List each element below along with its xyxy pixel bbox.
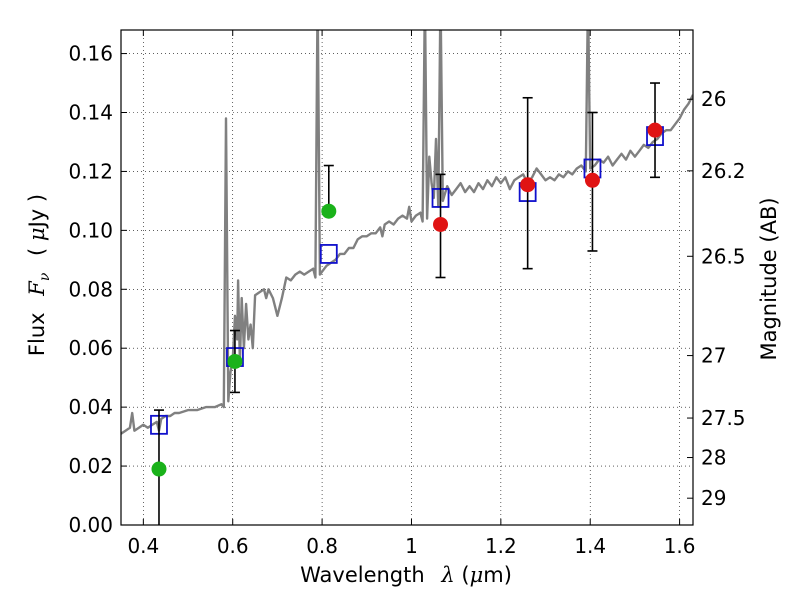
y2-axis-label: Magnitude (AB)	[757, 197, 781, 360]
y-tick-label: 0.08	[68, 277, 113, 301]
x-axis-label-unit-mu: μ	[470, 563, 484, 587]
y2-tick-label: 27	[701, 344, 726, 368]
y-axis-label-symbol-sub: ν	[37, 272, 53, 281]
y-tick-label: 0.12	[68, 159, 113, 183]
y-axis-label-unit-rest: Jy )	[25, 194, 49, 230]
observed-point	[584, 172, 600, 188]
observed-point	[227, 353, 243, 369]
y-tick-label: 0.00	[68, 513, 113, 537]
y-tick-label: 0.06	[68, 336, 113, 360]
x-tick-label: 1	[405, 534, 418, 558]
y-tick-label: 0.04	[68, 395, 113, 419]
x-axis-label-symbol: λ	[440, 563, 454, 587]
sed-line	[121, 30, 693, 435]
y-axis-label-unit-open: (	[25, 241, 49, 256]
model-square-marker	[319, 244, 338, 264]
y-tick-label: 0.16	[68, 42, 113, 66]
x-axis-label: Wavelength λ (μm)	[300, 563, 512, 587]
x-tick-label: 1.2	[485, 534, 517, 558]
x-tick-label: 1.4	[574, 534, 606, 558]
y2-tick-label: 26.5	[701, 244, 746, 268]
x-tick-label: 0.4	[127, 534, 159, 558]
observed-point	[321, 203, 337, 219]
y-axis-label-text: Flux	[25, 312, 49, 356]
y2-tick-label: 29	[701, 486, 726, 510]
observed-point	[647, 122, 663, 138]
x-axis-label-unit-rest: m)	[483, 563, 512, 587]
y2-tick-label: 26	[701, 87, 726, 111]
y-tick-label: 0.14	[68, 101, 113, 125]
observed-point	[151, 461, 167, 477]
y2-tick-label: 28	[701, 446, 726, 470]
x-axis-label-text: Wavelength	[300, 563, 425, 587]
y-tick-label: 0.10	[68, 218, 113, 242]
x-tick-label: 1.6	[664, 534, 696, 558]
y-tick-label: 0.02	[68, 454, 113, 478]
y2-tick-label: 27.5	[701, 406, 746, 430]
y-axis-label-symbol: F	[25, 280, 49, 297]
plot-frame	[120, 29, 694, 526]
x-axis-label-unit-open: (	[461, 563, 469, 587]
observed-point	[520, 177, 536, 193]
y-axis-label-unit-mu: μ	[25, 227, 49, 241]
x-tick-label: 0.8	[306, 534, 338, 558]
plot-area	[121, 30, 693, 525]
ticks: 0.4 0.6 0.8 1 1.2 1.4 1.6 0.00 0.02 0.04 0.06 0.08 0…	[68, 30, 746, 558]
observed-point	[433, 216, 449, 232]
y2-tick-label: 26.2	[701, 159, 746, 183]
y-axis-label: Flux Fν ( μJy )	[25, 194, 54, 356]
x-tick-label: 0.6	[217, 534, 249, 558]
